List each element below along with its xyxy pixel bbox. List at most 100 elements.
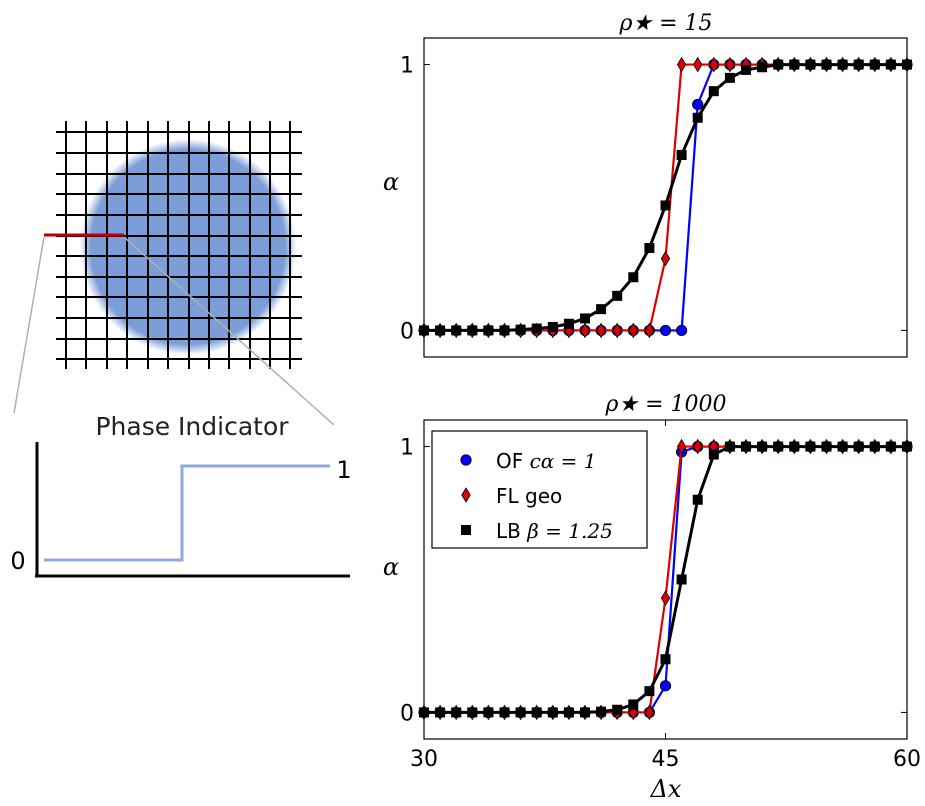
data-point: [741, 64, 751, 75]
data-point: [612, 322, 622, 339]
data-point: [757, 441, 768, 452]
tick-layer: 0 1 30 45 60: [400, 420, 921, 772]
data-point: [596, 304, 607, 315]
series-layer: [418, 56, 913, 339]
zoom-line-right: [123, 236, 335, 426]
legend-label: LB β = 1.25: [496, 519, 613, 543]
y-axis-label: α: [383, 553, 399, 581]
chart-rho-1000: ρ★ = 1000 α 0 1 30 45 60 OF cα = 1 FL geo LB β…: [383, 392, 921, 772]
data-point: [853, 59, 864, 70]
data-point: [515, 707, 526, 718]
data-point: [563, 318, 574, 329]
data-point: [660, 654, 671, 665]
series-square: [419, 59, 912, 336]
legend-label: FL geo: [496, 484, 562, 508]
data-point: [644, 686, 655, 697]
data-point: [660, 200, 671, 211]
legend-label: OF cα = 1: [496, 449, 597, 473]
legend-marker: [461, 487, 471, 503]
chart-rho-15: ρ★ = 15 α 01: [383, 11, 913, 358]
y-tick-label: 1: [400, 436, 414, 461]
data-point: [467, 707, 478, 718]
data-point: [837, 441, 848, 452]
data-point: [531, 323, 542, 334]
legend-items: OF cα = 1 FL geo LB β = 1.25: [460, 449, 613, 543]
data-point: [612, 704, 623, 715]
legend: OF cα = 1 FL geo LB β = 1.25: [431, 430, 648, 549]
series-line: [424, 63, 907, 332]
data-point: [708, 449, 719, 460]
step-low-label: 0: [10, 547, 25, 575]
chart-title: ρ★ = 15: [618, 11, 712, 36]
data-point: [724, 72, 735, 83]
data-point: [580, 313, 590, 324]
chart-title: ρ★ = 1000: [604, 392, 726, 417]
data-point: [628, 272, 639, 283]
phase-schematic: Phase Indicator 0 1: [10, 121, 352, 578]
data-point: [805, 441, 816, 452]
data-point: [675, 324, 688, 337]
data-point: [676, 574, 687, 585]
series-square: [419, 441, 912, 718]
data-point: [580, 707, 590, 718]
data-point: [628, 699, 639, 710]
data-point: [693, 56, 703, 73]
data-point: [499, 707, 510, 718]
data-point: [644, 704, 655, 721]
data-point: [467, 325, 478, 336]
step-function: [44, 464, 330, 562]
data-point: [435, 325, 446, 336]
step-high-label: 1: [336, 456, 351, 484]
data-point: [596, 322, 606, 339]
data-point: [789, 59, 800, 70]
data-point: [853, 441, 864, 452]
data-point: [869, 59, 880, 70]
mesh-grid: [56, 121, 302, 369]
data-point: [660, 250, 671, 267]
data-point: [435, 707, 446, 718]
data-point: [885, 59, 896, 70]
data-point: [821, 441, 832, 452]
data-point: [659, 324, 672, 337]
data-point: [644, 243, 655, 254]
data-point: [789, 441, 800, 452]
legend-marker: [461, 525, 471, 535]
data-point: [821, 59, 832, 70]
data-point: [547, 707, 558, 718]
data-point: [451, 707, 462, 718]
data-point: [644, 322, 655, 339]
data-point: [628, 322, 638, 339]
data-point: [773, 441, 784, 452]
data-point: [580, 322, 590, 339]
y-tick-label: 1: [400, 54, 414, 79]
data-point: [676, 438, 687, 455]
plot-frame: [423, 37, 908, 358]
data-point: [676, 149, 687, 160]
data-point: [483, 325, 494, 336]
series-line: [424, 63, 907, 332]
x-tick-label: 60: [893, 747, 921, 772]
data-point: [885, 441, 896, 452]
y-tick-label: 0: [400, 701, 414, 726]
data-point: [451, 325, 462, 336]
data-point: [563, 707, 574, 718]
data-point: [531, 707, 542, 718]
data-point: [724, 441, 735, 452]
data-point: [628, 704, 638, 721]
data-point: [692, 494, 703, 505]
data-point: [659, 680, 672, 692]
data-point: [547, 321, 558, 332]
legend-marker: [460, 454, 472, 466]
data-point: [499, 325, 510, 336]
data-point: [725, 56, 735, 73]
plot-frame: [423, 419, 908, 740]
x-tick-label: 30: [410, 747, 438, 772]
data-point: [692, 112, 703, 123]
series-line: [424, 63, 907, 332]
data-point: [515, 324, 526, 335]
data-point: [709, 56, 719, 73]
y-tick-label: 0: [400, 319, 414, 344]
tick-layer: 01: [400, 54, 907, 344]
data-point: [773, 59, 784, 70]
